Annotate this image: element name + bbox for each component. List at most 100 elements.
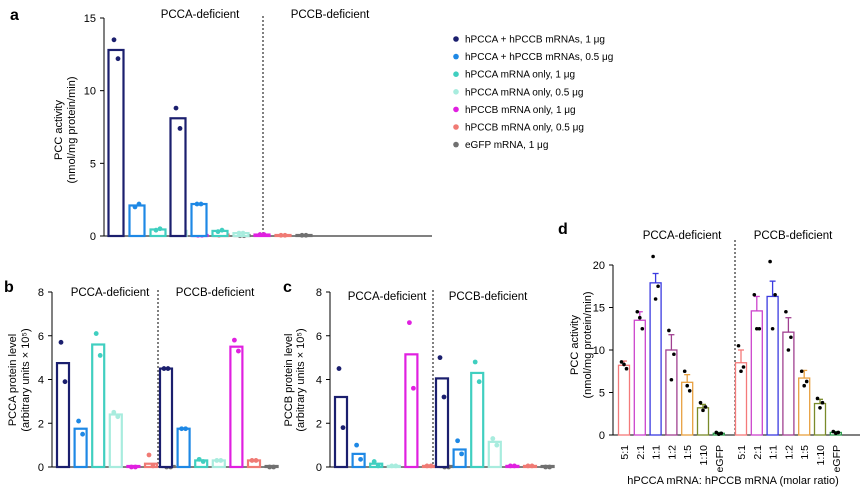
data-point — [635, 309, 640, 314]
data-point — [200, 459, 206, 464]
y-tick-label: 2 — [38, 418, 44, 430]
data-point — [834, 431, 838, 436]
data-point — [76, 418, 81, 424]
data-point — [165, 366, 171, 371]
data-point — [371, 459, 377, 464]
data-point — [249, 458, 255, 463]
data-point — [267, 464, 272, 470]
legend-label: hPCCB mRNA only, 0.5 μg — [465, 123, 584, 134]
bar — [128, 204, 146, 238]
data-point — [820, 400, 825, 405]
legend-label: hPCCA + hPCCB mRNAs, 0.5 μg — [465, 52, 613, 63]
data-point — [340, 425, 346, 431]
data-point — [640, 326, 645, 331]
data-point — [494, 442, 500, 448]
category-label: 5:1 — [736, 445, 748, 460]
y-tick-label: 0 — [599, 430, 605, 442]
data-point — [115, 414, 121, 420]
panel-c-letter: c — [283, 279, 292, 296]
y-axis-label-units: (arbitrary units × 10⁵) — [20, 328, 32, 431]
data-point — [784, 309, 788, 314]
data-point — [441, 394, 447, 400]
category-label: 1:2 — [783, 445, 795, 460]
y-tick-label: 5 — [90, 158, 96, 170]
legend-marker — [453, 124, 459, 130]
data-point — [529, 463, 535, 469]
group-label: PCCB-deficient — [754, 230, 833, 242]
y-tick-label: 10 — [593, 345, 605, 357]
category-label: 1:1 — [768, 445, 780, 460]
legend: hPCCA + hPCCB mRNAs, 1 μg hPCCA + hPCCB m… — [453, 35, 613, 151]
data-point — [271, 464, 276, 470]
data-point — [653, 297, 658, 301]
data-point — [703, 405, 708, 409]
legend-label: hPCCA + hPCCB mRNAs, 1 μg — [465, 35, 605, 46]
data-point — [512, 463, 517, 469]
group-label: PCCB-deficient — [291, 9, 370, 21]
data-point — [622, 362, 626, 367]
data-point — [299, 232, 305, 238]
y-axis-label: PCC activity — [53, 100, 65, 160]
bar — [766, 295, 779, 436]
group-label: PCCA-deficient — [71, 287, 150, 299]
y-tick-label: 4 — [316, 375, 322, 387]
data-point — [685, 383, 689, 388]
data-point — [755, 326, 759, 331]
y-tick-label: 6 — [316, 331, 322, 343]
data-point — [132, 204, 138, 210]
bar — [108, 413, 123, 469]
data-point — [547, 464, 552, 470]
category-label: 1:2 — [666, 445, 678, 460]
data-point — [358, 456, 363, 462]
data-point — [455, 438, 460, 444]
y-axis-label-units: (arbitrary units × 10⁵) — [295, 328, 307, 431]
category-label: 1:10 — [815, 445, 827, 466]
legend-marker — [453, 36, 459, 42]
category-label: 2:1 — [752, 445, 764, 460]
data-point — [153, 227, 159, 233]
panel-d: 0 5 10 15 20 PCCA-deficient PCCB-deficient PCC … — [569, 230, 860, 487]
y-axis-label-units: (nmol/mg protein/min) — [66, 77, 78, 184]
data-point — [97, 353, 103, 358]
category-label: 1:10 — [698, 445, 710, 466]
panel-b: 0 2 4 6 8 PCCA-deficient PCCB-deficient PCCA pr… — [7, 287, 279, 474]
data-point — [354, 442, 359, 448]
data-point — [736, 343, 741, 348]
bar — [487, 440, 502, 469]
bar — [404, 353, 419, 469]
bar — [782, 331, 795, 436]
bar — [452, 448, 467, 469]
bar — [333, 395, 349, 469]
data-point — [257, 232, 263, 237]
data-point — [525, 463, 531, 469]
data-point — [739, 369, 743, 374]
data-point — [177, 126, 183, 131]
y-tick-label: 5 — [599, 388, 605, 400]
legend-label: eGFP mRNA, 1 μg — [465, 140, 548, 151]
data-point — [698, 400, 703, 405]
panel-a: 0 5 10 15 PCCA-deficient PCCB-deficient PCC ac… — [53, 9, 432, 243]
group-label: PCCA-deficient — [348, 291, 427, 303]
panel-a-letter: a — [10, 7, 19, 24]
legend-label: hPCCB mRNA only, 1 μg — [465, 105, 576, 116]
data-point — [804, 379, 809, 384]
category-label: 1:5 — [682, 445, 694, 460]
legend-marker — [453, 53, 459, 60]
data-point — [196, 456, 202, 462]
y-axis-label: PCCB protein level — [283, 334, 295, 427]
bar — [176, 427, 191, 469]
data-point — [236, 230, 242, 236]
data-point — [651, 254, 655, 259]
data-point — [667, 328, 671, 333]
panel-c: 0 2 4 6 8 PCCA-deficient PCCB-deficient PCCB pr… — [283, 287, 555, 474]
data-point — [638, 315, 642, 320]
data-point — [261, 232, 267, 237]
y-axis-label-units: (nmol/mg protein/min) — [582, 292, 594, 399]
y-tick-label: 4 — [38, 375, 44, 387]
data-point — [407, 320, 412, 326]
group-label: PCCA-deficient — [643, 230, 722, 242]
data-point — [682, 369, 687, 374]
legend-marker — [453, 71, 459, 77]
data-point — [437, 355, 443, 361]
